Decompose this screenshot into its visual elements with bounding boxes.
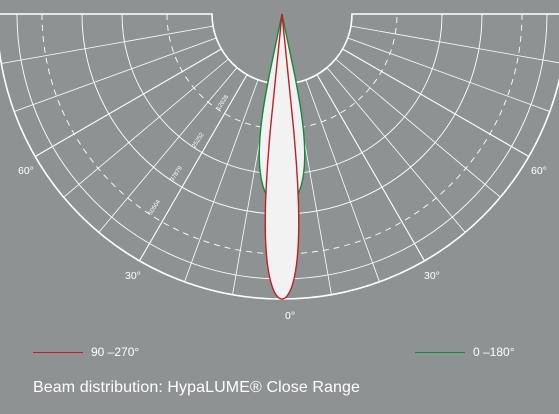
axis-labels: 60° 60° 30° 30° 0° (18, 165, 547, 322)
beam-curves (258, 13, 306, 300)
grid-spoke-m80 (1, 25, 214, 64)
ring-label-2: 25252 (192, 131, 206, 149)
legend-label-0-180: 0 –180° (473, 345, 515, 359)
curve-90-270 (264, 13, 300, 300)
ring-label-3: 37879 (170, 165, 184, 183)
grid-spoke-m20 (184, 79, 259, 282)
angle-label-right-30: 30° (424, 270, 440, 282)
legend-swatch-red (33, 351, 83, 353)
grid-spoke-m60 (34, 48, 222, 157)
grid-spoke-m70 (14, 37, 217, 112)
ring-label-1: 12626 (216, 94, 230, 112)
angle-label-zero: 0° (285, 310, 295, 322)
grid-spoke-80 (350, 25, 559, 64)
ring-labels: 12626 25252 37879 50504 (148, 94, 231, 217)
legend-item-90-270: 90 –270° (33, 345, 139, 359)
legend-label-90-270: 90 –270° (91, 345, 140, 359)
grid-spoke-m30 (139, 74, 248, 262)
grid-spoke-30 (316, 74, 425, 262)
grid-spoke-70 (347, 37, 550, 112)
grid-spoke-50 (335, 58, 501, 198)
chart-caption: Beam distribution: HypaLUME® Close Range (33, 379, 361, 396)
legend-swatch-green (415, 351, 465, 353)
grid-spoke-40 (326, 67, 466, 233)
grid-spoke-20 (305, 79, 380, 282)
grid-spoke-60 (342, 48, 530, 157)
ring-label-4: 50504 (148, 199, 162, 217)
grid-spoke-m50 (63, 58, 229, 198)
angle-label-left-30: 30° (125, 270, 141, 282)
angle-label-left-60: 60° (18, 165, 34, 177)
angle-label-right-60: 60° (531, 165, 547, 177)
grid-spoke-m40 (98, 67, 238, 233)
legend-item-0-180: 0 –180° (415, 345, 515, 359)
